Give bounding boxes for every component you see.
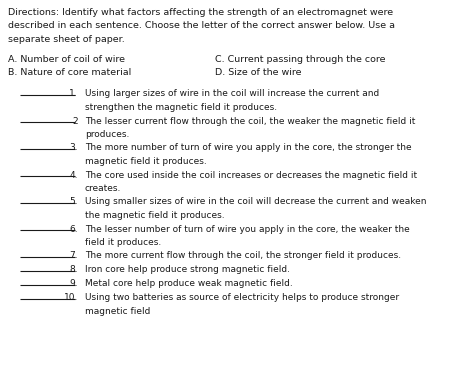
Text: D. Size of the wire: D. Size of the wire xyxy=(215,68,301,77)
Text: C. Current passing through the core: C. Current passing through the core xyxy=(215,54,385,64)
Text: The lesser number of turn of wire you apply in the core, the weaker the: The lesser number of turn of wire you ap… xyxy=(85,225,410,234)
Text: 7.: 7. xyxy=(69,251,78,260)
Text: Directions: Identify what factors affecting the strength of an electromagnet wer: Directions: Identify what factors affect… xyxy=(8,8,393,17)
Text: magnetic field: magnetic field xyxy=(85,307,150,316)
Text: produces.: produces. xyxy=(85,130,129,139)
Text: Metal core help produce weak magnetic field.: Metal core help produce weak magnetic fi… xyxy=(85,279,293,289)
Text: The more number of turn of wire you apply in the core, the stronger the: The more number of turn of wire you appl… xyxy=(85,144,412,152)
Text: separate sheet of paper.: separate sheet of paper. xyxy=(8,35,125,44)
Text: A. Number of coil of wire: A. Number of coil of wire xyxy=(8,54,125,64)
Text: The lesser current flow through the coil, the weaker the magnetic field it: The lesser current flow through the coil… xyxy=(85,116,415,125)
Text: B. Nature of core material: B. Nature of core material xyxy=(8,68,131,77)
Text: strengthen the magnetic field it produces.: strengthen the magnetic field it produce… xyxy=(85,103,277,112)
Text: 5.: 5. xyxy=(69,197,78,206)
Text: Using smaller sizes of wire in the coil will decrease the current and weaken: Using smaller sizes of wire in the coil … xyxy=(85,197,426,206)
Text: magnetic field it produces.: magnetic field it produces. xyxy=(85,157,207,166)
Text: described in each sentence. Choose the letter of the correct answer below. Use a: described in each sentence. Choose the l… xyxy=(8,21,395,31)
Text: field it produces.: field it produces. xyxy=(85,238,161,247)
Text: 2: 2 xyxy=(73,116,78,125)
Text: 4.: 4. xyxy=(69,170,78,180)
Text: Using two batteries as source of electricity helps to produce stronger: Using two batteries as source of electri… xyxy=(85,293,399,303)
Text: 10.: 10. xyxy=(64,293,78,303)
Text: 3.: 3. xyxy=(69,144,78,152)
Text: creates.: creates. xyxy=(85,184,121,193)
Text: The core used inside the coil increases or decreases the magnetic field it: The core used inside the coil increases … xyxy=(85,170,417,180)
Text: the magnetic field it produces.: the magnetic field it produces. xyxy=(85,211,225,220)
Text: Using larger sizes of wire in the coil will increase the current and: Using larger sizes of wire in the coil w… xyxy=(85,90,379,99)
Text: 9.: 9. xyxy=(69,279,78,289)
Text: 1.: 1. xyxy=(69,90,78,99)
Text: 8.: 8. xyxy=(69,265,78,274)
Text: Iron core help produce strong magnetic field.: Iron core help produce strong magnetic f… xyxy=(85,265,290,274)
Text: 6.: 6. xyxy=(69,225,78,234)
Text: The more current flow through the coil, the stronger field it produces.: The more current flow through the coil, … xyxy=(85,251,401,260)
